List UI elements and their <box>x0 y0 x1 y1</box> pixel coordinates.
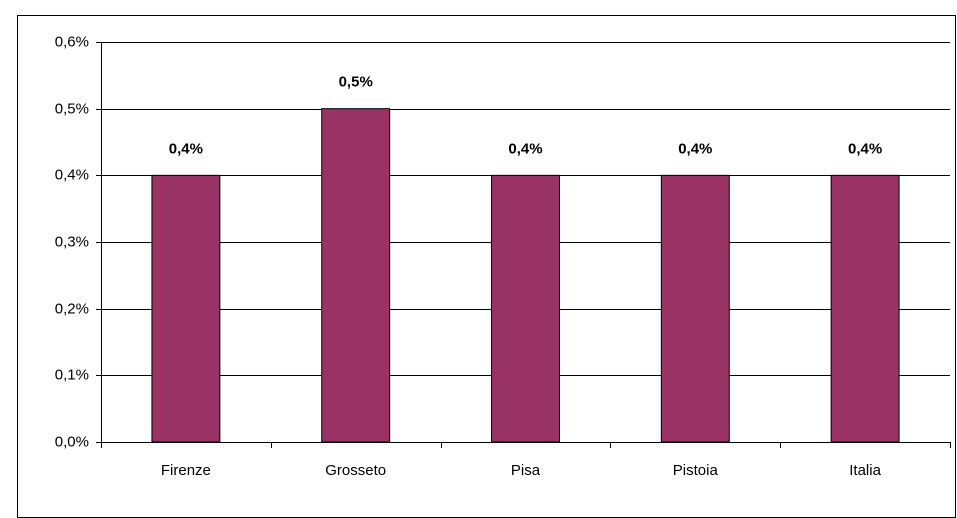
y-tick-label: 0,4% <box>55 166 89 183</box>
value-label: 0,4% <box>678 140 712 157</box>
y-tick-label: 0,5% <box>55 100 89 117</box>
bar <box>321 108 391 443</box>
y-tick-label: 0,3% <box>55 233 89 250</box>
bar <box>151 174 221 443</box>
x-tick-label: Pisa <box>511 462 541 479</box>
value-label: 0,4% <box>169 140 203 157</box>
x-tick-label: Pistoia <box>673 462 719 479</box>
value-label: 0,4% <box>848 140 882 157</box>
bar <box>491 174 560 443</box>
y-tick-label: 0,2% <box>55 300 89 317</box>
y-tick-label: 0,1% <box>55 366 89 383</box>
x-tick-label: Firenze <box>161 462 211 479</box>
y-tick-label: 0,6% <box>55 33 89 50</box>
x-tick-label: Grosseto <box>325 462 386 479</box>
bar <box>830 174 900 443</box>
x-tick-label: Italia <box>849 462 881 479</box>
value-label: 0,5% <box>339 74 373 91</box>
bar <box>660 174 730 443</box>
value-label: 0,4% <box>508 140 542 157</box>
y-tick-label: 0,0% <box>55 433 89 450</box>
